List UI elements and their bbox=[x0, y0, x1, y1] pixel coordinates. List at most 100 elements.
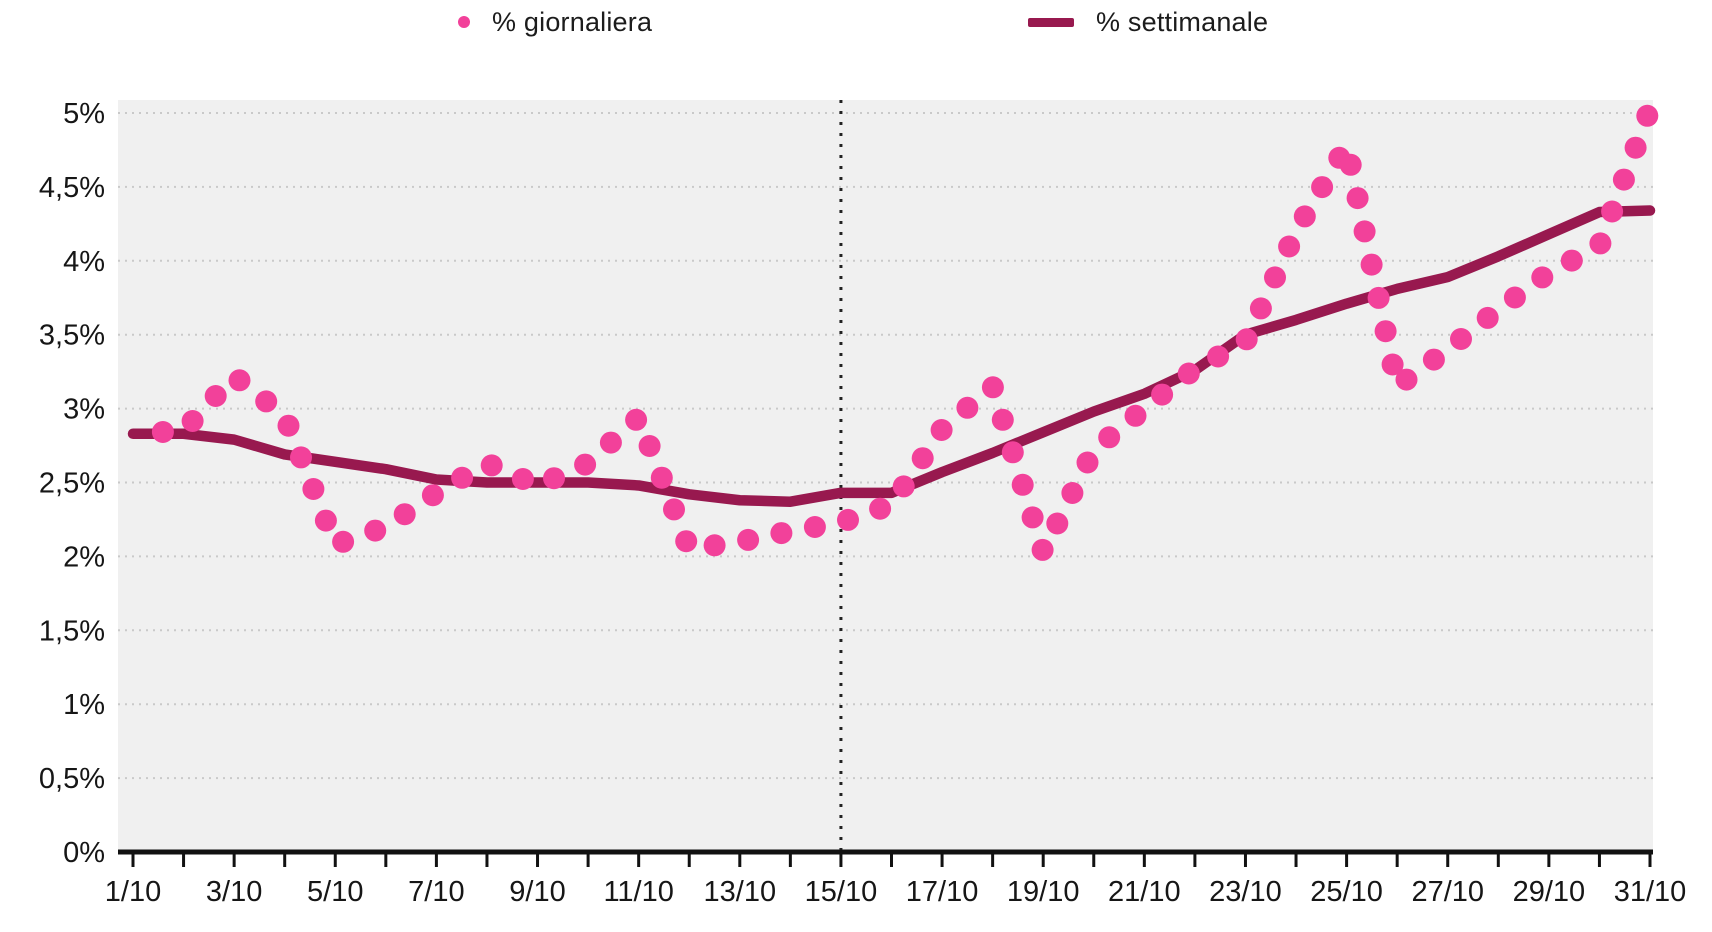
daily-dot bbox=[314, 509, 337, 532]
y-tick-label: 3,5% bbox=[39, 320, 105, 352]
x-tick-label: 7/10 bbox=[408, 876, 464, 908]
daily-dot bbox=[393, 503, 416, 526]
daily-dot bbox=[1264, 266, 1286, 289]
daily-dot bbox=[1124, 404, 1147, 427]
legend-label-settimanale: % settimanale bbox=[1096, 6, 1269, 37]
daily-dot bbox=[956, 396, 979, 419]
daily-dot bbox=[625, 408, 648, 431]
y-tick-label: 3% bbox=[63, 394, 105, 426]
daily-dot bbox=[255, 390, 278, 413]
legend-label-giornaliera: % giornaliera bbox=[492, 6, 653, 37]
daily-dot bbox=[1353, 220, 1376, 243]
daily-dot bbox=[911, 447, 934, 470]
daily-dot bbox=[1381, 353, 1404, 376]
x-tick-label: 27/10 bbox=[1411, 876, 1484, 908]
daily-dot bbox=[181, 410, 204, 432]
y-tick-label: 1% bbox=[63, 689, 105, 721]
daily-dot bbox=[1560, 249, 1583, 272]
x-tick-label: 29/10 bbox=[1513, 876, 1586, 908]
plot-area bbox=[118, 100, 1653, 852]
daily-dot bbox=[1367, 286, 1390, 309]
daily-dot bbox=[599, 431, 622, 454]
daily-dot bbox=[803, 516, 826, 538]
daily-dot bbox=[511, 468, 534, 490]
daily-dot bbox=[1076, 451, 1099, 474]
daily-dot bbox=[1235, 328, 1258, 351]
daily-dot bbox=[1031, 538, 1054, 561]
daily-dot bbox=[638, 435, 661, 457]
daily-dot bbox=[277, 414, 300, 437]
daily-dot bbox=[1151, 383, 1174, 406]
daily-dot bbox=[1624, 136, 1647, 159]
x-tick-label: 17/10 bbox=[906, 876, 979, 908]
daily-dot bbox=[837, 508, 859, 531]
x-tick-label: 19/10 bbox=[1007, 876, 1080, 908]
x-tick-label: 3/10 bbox=[206, 876, 262, 908]
daily-dot bbox=[1450, 328, 1472, 350]
daily-dot bbox=[1177, 362, 1200, 385]
daily-dot bbox=[332, 530, 355, 553]
x-tick-label: 23/10 bbox=[1209, 876, 1282, 908]
x-tick-label: 15/10 bbox=[805, 876, 878, 908]
daily-dot bbox=[1374, 320, 1397, 343]
daily-dot bbox=[869, 497, 892, 520]
daily-dot bbox=[703, 534, 726, 557]
daily-dot bbox=[574, 453, 597, 476]
daily-dot bbox=[1061, 482, 1084, 504]
y-tick-label: 0,5% bbox=[39, 763, 105, 795]
daily-dot bbox=[1476, 306, 1499, 329]
daily-dot bbox=[1422, 348, 1445, 371]
daily-dot bbox=[930, 419, 953, 441]
daily-dot bbox=[480, 454, 503, 477]
y-tick-label: 4,5% bbox=[39, 172, 105, 204]
daily-dot bbox=[1612, 168, 1635, 191]
daily-dot bbox=[981, 376, 1004, 399]
daily-dot bbox=[302, 478, 325, 500]
y-tick-label: 2,5% bbox=[39, 468, 105, 500]
y-tick-label: 4% bbox=[63, 246, 105, 278]
daily-dot bbox=[1011, 473, 1034, 496]
daily-dot bbox=[737, 528, 760, 551]
daily-dot bbox=[1207, 345, 1230, 368]
x-tick-label: 5/10 bbox=[307, 876, 363, 908]
daily-dot bbox=[228, 369, 251, 392]
y-tick-label: 2% bbox=[63, 541, 105, 573]
daily-dot bbox=[364, 519, 387, 542]
daily-dot bbox=[991, 408, 1014, 431]
daily-dot bbox=[650, 466, 673, 489]
daily-dot bbox=[892, 475, 915, 498]
daily-dot bbox=[770, 522, 793, 545]
daily-dot bbox=[1395, 368, 1418, 391]
daily-dot bbox=[663, 498, 685, 521]
daily-dot bbox=[1360, 253, 1383, 276]
legend-item-giornaliera[interactable]: % giornaliera bbox=[458, 4, 652, 40]
daily-dot bbox=[1601, 200, 1624, 223]
daily-dot bbox=[1278, 235, 1301, 258]
daily-dots bbox=[151, 104, 1659, 561]
x-tick-label: 13/10 bbox=[704, 876, 777, 908]
y-tick-label: 0% bbox=[63, 837, 105, 869]
dash-icon bbox=[1028, 17, 1074, 27]
daily-dot bbox=[1293, 205, 1316, 228]
y-tick-label: 1,5% bbox=[39, 615, 105, 647]
weekly-line bbox=[127, 205, 1656, 507]
x-tick-label: 21/10 bbox=[1108, 876, 1181, 908]
daily-dot bbox=[151, 421, 174, 443]
daily-dot bbox=[675, 530, 698, 553]
daily-dot bbox=[1098, 426, 1121, 449]
daily-dot bbox=[1046, 512, 1069, 535]
daily-dot bbox=[543, 467, 565, 490]
daily-dot bbox=[1339, 153, 1362, 176]
daily-dot bbox=[290, 446, 312, 469]
daily-dot bbox=[1249, 297, 1272, 320]
x-tick-label: 11/10 bbox=[603, 876, 673, 908]
daily-dot bbox=[1503, 286, 1526, 309]
daily-dot bbox=[1346, 187, 1369, 210]
legend-item-settimanale[interactable]: % settimanale bbox=[1028, 4, 1268, 40]
daily-dot bbox=[1021, 506, 1044, 529]
x-tick-label: 31/10 bbox=[1614, 876, 1687, 908]
daily-dot bbox=[1636, 104, 1659, 127]
daily-dot bbox=[1311, 176, 1334, 199]
